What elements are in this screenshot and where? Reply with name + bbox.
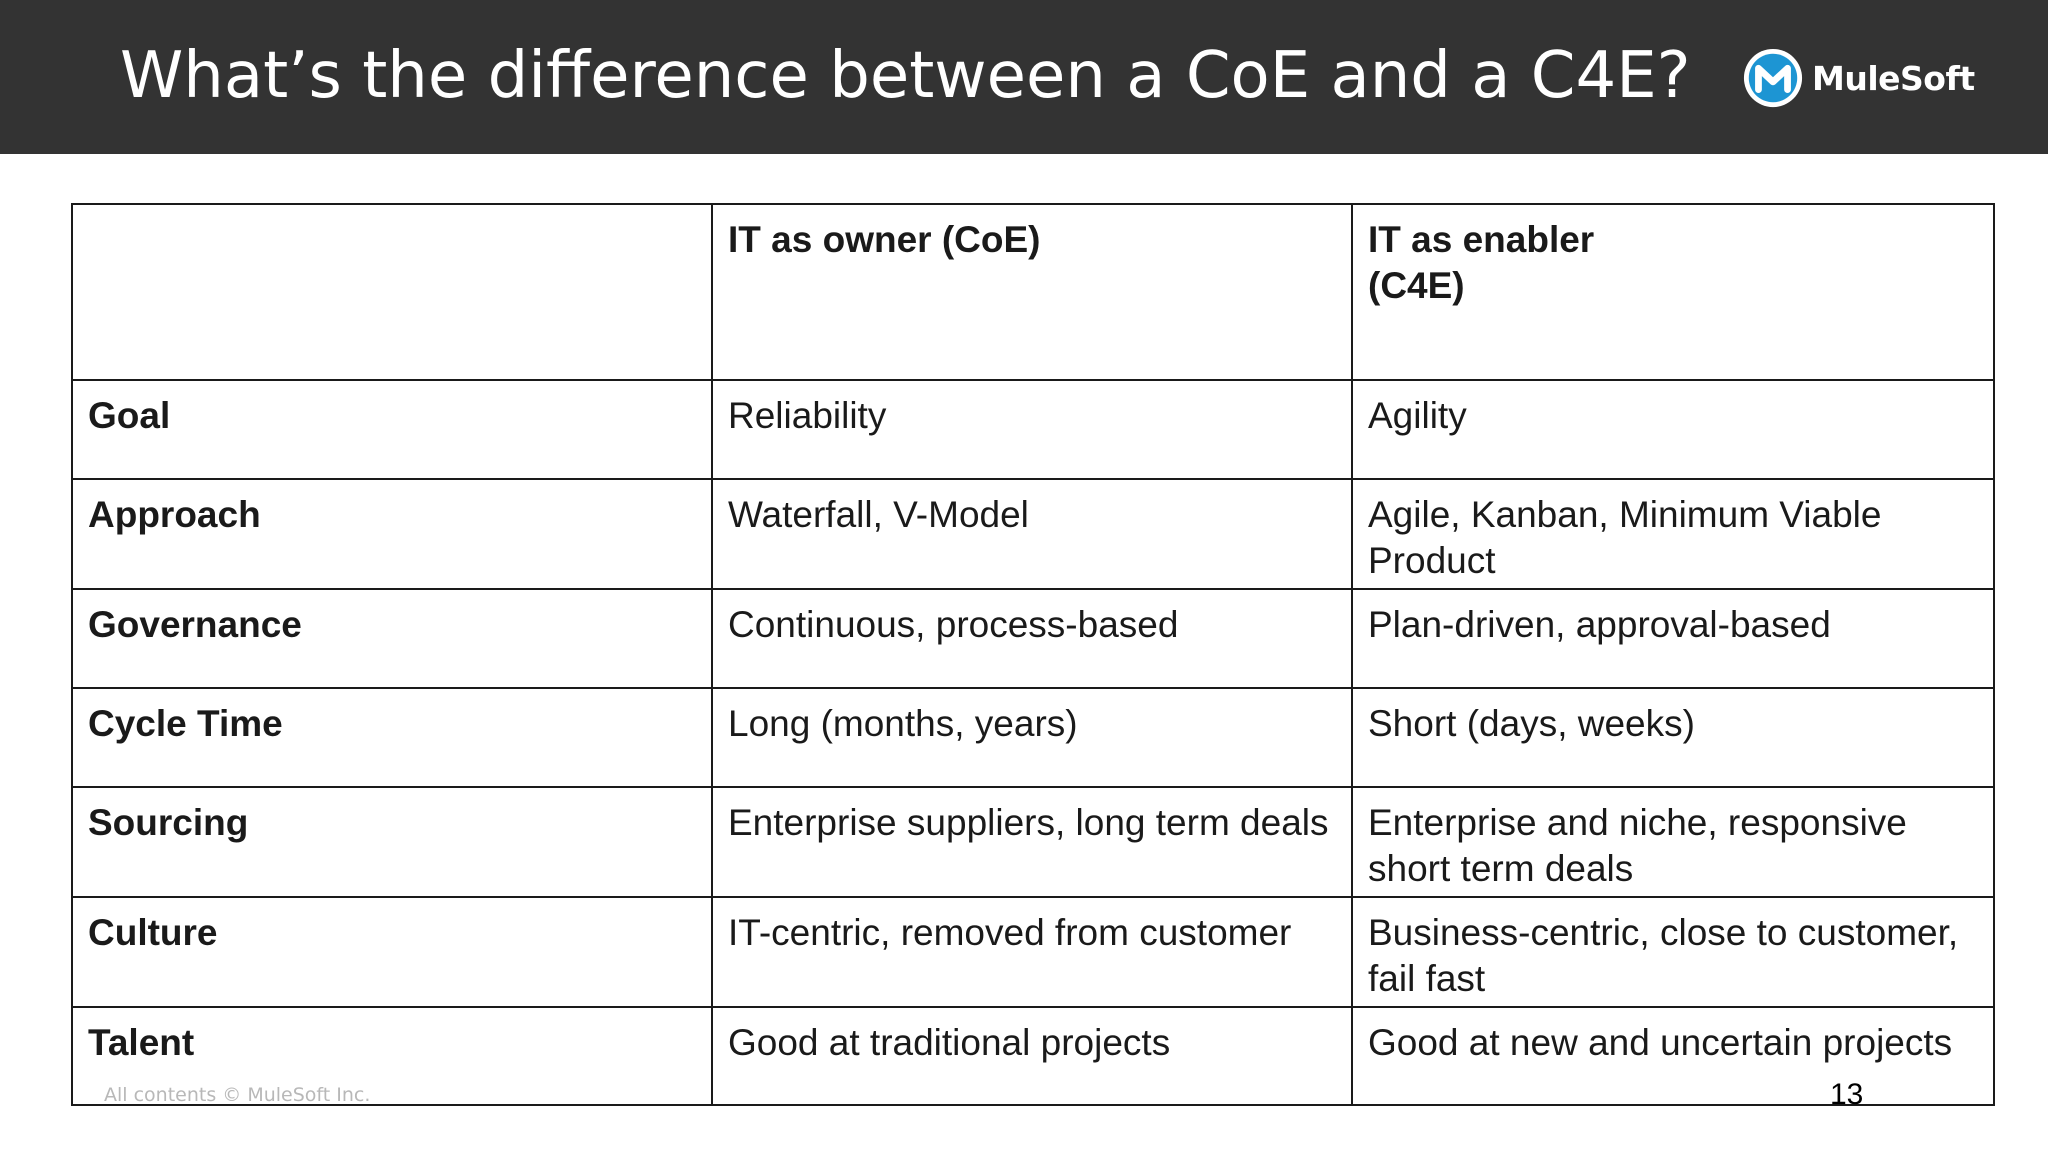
table-header-row: IT as owner (CoE) IT as enabler (C4E) — [71, 203, 1995, 381]
mulesoft-m-icon — [1743, 48, 1803, 108]
row-coe-cell: Enterprise suppliers, long term deals — [711, 786, 1353, 898]
row-coe-cell: Continuous, process-based — [711, 588, 1353, 689]
comparison-table: IT as owner (CoE) IT as enabler (C4E) Goa… — [71, 203, 1995, 1106]
row-label: Cycle Time — [71, 687, 713, 788]
row-label: Talent — [71, 1006, 713, 1106]
page-number: 13 — [1830, 1078, 1864, 1111]
row-coe-cell: Reliability — [711, 379, 1353, 480]
table-row: Goal Reliability Agility — [71, 379, 1995, 480]
header-cell-empty — [71, 203, 713, 381]
row-coe-cell: Good at traditional projects — [711, 1006, 1353, 1106]
table-row: Governance Continuous, process-based Pla… — [71, 588, 1995, 689]
row-label: Culture — [71, 896, 713, 1008]
comparison-table-wrapper: IT as owner (CoE) IT as enabler (C4E) Goa… — [71, 203, 1995, 1106]
footer-copyright: All contents © MuleSoft Inc. — [104, 1084, 371, 1106]
table-row: Talent Good at traditional projects Good… — [71, 1006, 1995, 1106]
row-label: Sourcing — [71, 786, 713, 898]
header-cell-coe: IT as owner (CoE) — [711, 203, 1353, 381]
header-cell-c4e: IT as enabler (C4E) — [1351, 203, 1995, 381]
header-c4e-line2: (C4E) — [1368, 265, 1465, 306]
mulesoft-logo: MuleSoft — [1742, 44, 1975, 112]
table-row: Sourcing Enterprise suppliers, long term… — [71, 786, 1995, 898]
table-row: Approach Waterfall, V-Model Agile, Kanba… — [71, 478, 1995, 590]
row-c4e-cell: Agile, Kanban, Minimum Viable Product — [1351, 478, 1995, 590]
row-label: Governance — [71, 588, 713, 689]
row-coe-cell: Waterfall, V-Model — [711, 478, 1353, 590]
row-c4e-cell: Enterprise and niche, responsive short t… — [1351, 786, 1995, 898]
row-label: Goal — [71, 379, 713, 480]
header-c4e-line1: IT as enabler — [1368, 219, 1595, 260]
row-c4e-cell: Business-centric, close to customer, fai… — [1351, 896, 1995, 1008]
row-coe-cell: Long (months, years) — [711, 687, 1353, 788]
table-row: Cycle Time Long (months, years) Short (d… — [71, 687, 1995, 788]
row-c4e-cell: Plan-driven, approval-based — [1351, 588, 1995, 689]
row-c4e-cell: Agility — [1351, 379, 1995, 480]
row-c4e-cell: Short (days, weeks) — [1351, 687, 1995, 788]
logo-text: MuleSoft — [1812, 58, 1975, 98]
header-bar: What’s the difference between a CoE and … — [0, 0, 2048, 154]
row-label: Approach — [71, 478, 713, 590]
row-c4e-cell: Good at new and uncertain projects — [1351, 1006, 1995, 1106]
slide-title: What’s the difference between a CoE and … — [120, 39, 1691, 113]
row-coe-cell: IT-centric, removed from customer — [711, 896, 1353, 1008]
table-row: Culture IT-centric, removed from custome… — [71, 896, 1995, 1008]
